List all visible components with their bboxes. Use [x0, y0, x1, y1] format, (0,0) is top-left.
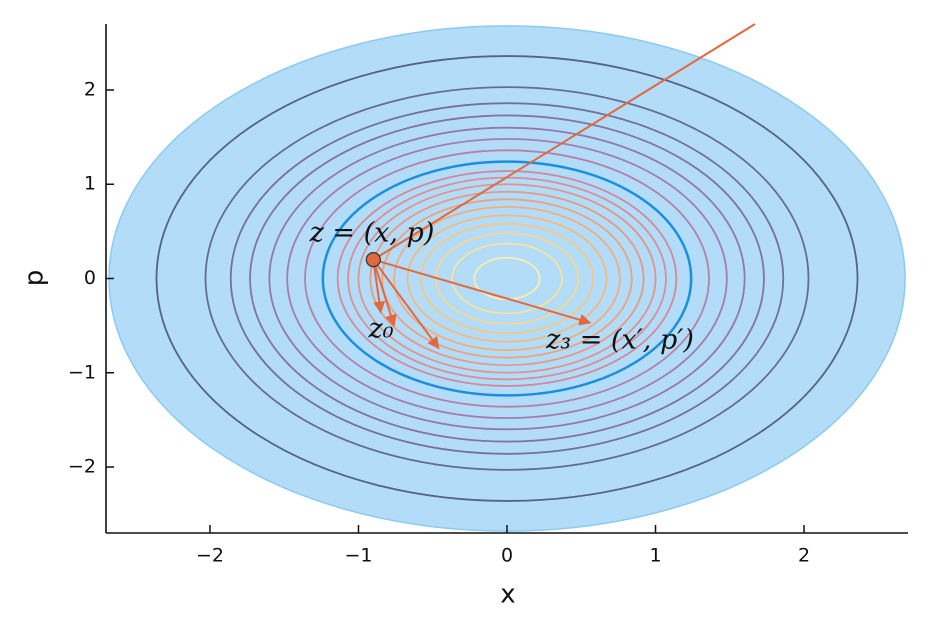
- trajectory: [372, 23, 756, 261]
- x-tick-label: 1: [649, 545, 661, 567]
- y-tick-label: −2: [68, 456, 96, 478]
- contour: [204, 86, 810, 471]
- contour: [419, 222, 595, 335]
- y-tick-label: 1: [84, 173, 96, 195]
- contour: [393, 205, 621, 352]
- contour: [286, 138, 728, 419]
- contour: [451, 242, 563, 315]
- point: [365, 252, 381, 268]
- y-tick-label: 0: [84, 267, 96, 289]
- contour: [381, 198, 633, 359]
- x-tick-label: −2: [196, 545, 224, 567]
- arrow: [373, 258, 592, 326]
- contour: [155, 55, 859, 502]
- contour: [304, 149, 710, 408]
- y-tick-label: 2: [84, 78, 96, 100]
- contour: [268, 126, 746, 431]
- contour: [406, 214, 608, 343]
- arrow: [372, 259, 397, 327]
- boundary: [321, 160, 693, 397]
- y-tick-label: −1: [68, 361, 96, 383]
- contour: [369, 190, 645, 367]
- x-axis-label: x: [500, 580, 515, 610]
- contour: [357, 183, 657, 374]
- x-tick-label: −1: [344, 545, 372, 567]
- annotation: z = (x, p): [309, 218, 435, 249]
- contour: [249, 114, 765, 443]
- annotation: z₃ = (x′, p′): [545, 325, 694, 356]
- filled-region: [108, 25, 906, 532]
- y-axis-label: p: [20, 270, 50, 287]
- contour: [336, 170, 678, 387]
- x-tick-label: 0: [501, 545, 513, 567]
- arrow: [372, 259, 440, 350]
- arrow: [372, 259, 386, 314]
- annotation: z₀: [367, 314, 393, 345]
- contour: [229, 102, 785, 455]
- x-tick-label: 2: [798, 545, 810, 567]
